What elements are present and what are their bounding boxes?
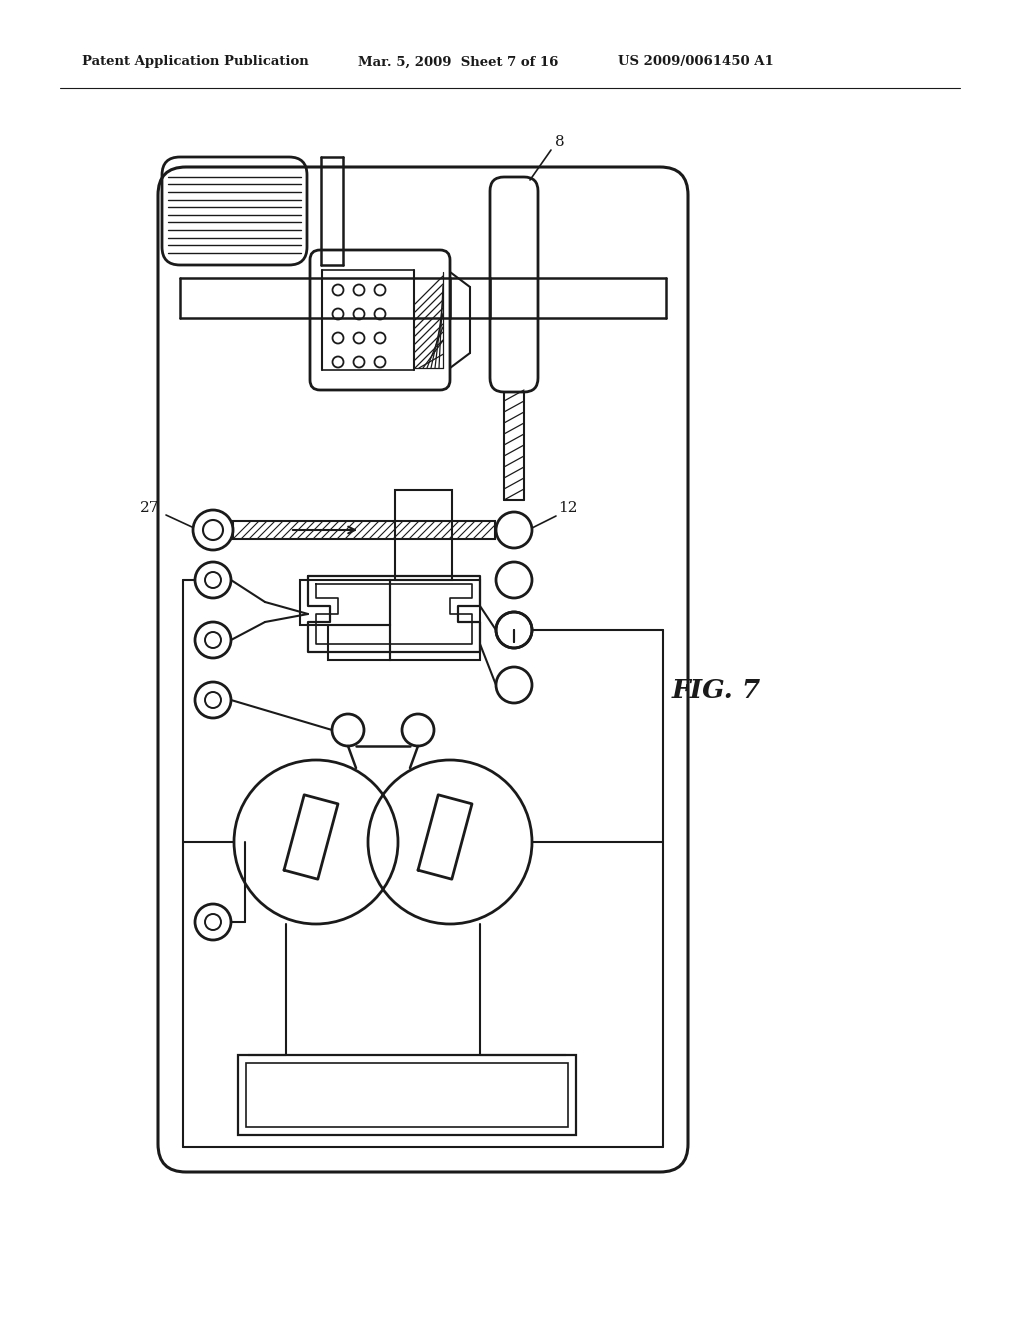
Text: 8: 8 (555, 135, 564, 149)
Text: 12: 12 (558, 502, 578, 515)
Bar (238, 1055, 575, 1135)
Text: Patent Application Publication: Patent Application Publication (82, 55, 309, 69)
Text: Mar. 5, 2009  Sheet 7 of 16: Mar. 5, 2009 Sheet 7 of 16 (358, 55, 558, 69)
Bar (328, 624, 390, 660)
Text: 27: 27 (140, 502, 160, 515)
Bar (233, 521, 495, 539)
Bar (246, 1063, 568, 1127)
Bar (390, 579, 480, 660)
Bar (300, 579, 390, 624)
Text: FIG. 7: FIG. 7 (672, 677, 761, 702)
Text: US 2009/0061450 A1: US 2009/0061450 A1 (618, 55, 774, 69)
Bar (395, 490, 452, 579)
